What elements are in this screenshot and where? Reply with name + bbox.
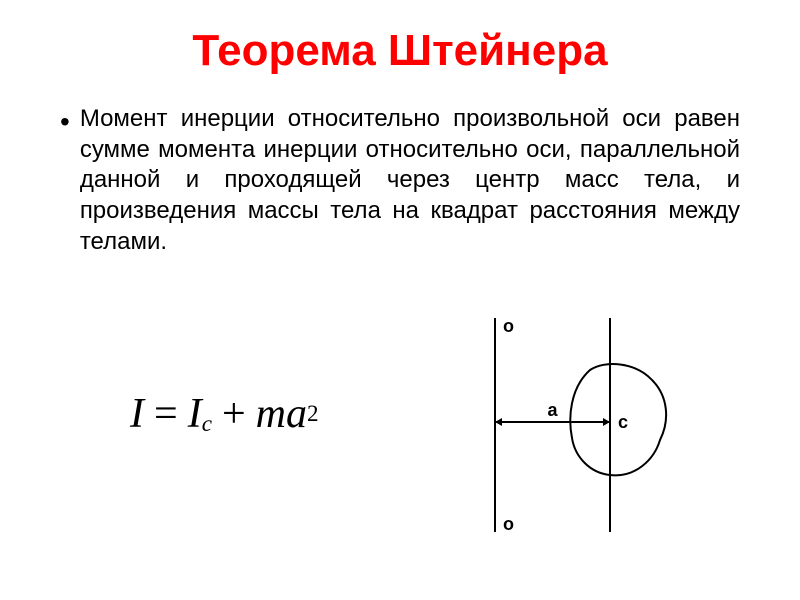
formula-a-sup: 2 <box>307 400 319 427</box>
formula-Ic-sub: c <box>202 410 212 437</box>
dim-label-a: a <box>547 400 558 420</box>
theorem-paragraph: Момент инерции относительно произвольной… <box>80 104 740 258</box>
steiner-diagram: a c o o <box>440 310 690 540</box>
label-o-top: o <box>503 316 514 336</box>
label-o-bottom: o <box>503 514 514 534</box>
formula-Ic-base: I <box>188 390 202 438</box>
formula-plus: + <box>222 390 246 438</box>
slide-title: Теорема Штейнера <box>60 26 740 76</box>
formula-m: m <box>256 390 286 438</box>
formula-eq: = <box>154 390 178 438</box>
formula-I: I <box>130 390 144 438</box>
label-c: c <box>618 412 628 432</box>
formula-a: a <box>286 390 307 438</box>
dim-arrow-left <box>495 418 502 426</box>
body-row: • Момент инерции относительно произвольн… <box>60 104 740 258</box>
formula: I = I c + m a 2 <box>130 390 319 438</box>
bullet-glyph: • <box>60 108 70 136</box>
slide-root: Теорема Штейнера • Момент инерции относи… <box>0 0 800 600</box>
